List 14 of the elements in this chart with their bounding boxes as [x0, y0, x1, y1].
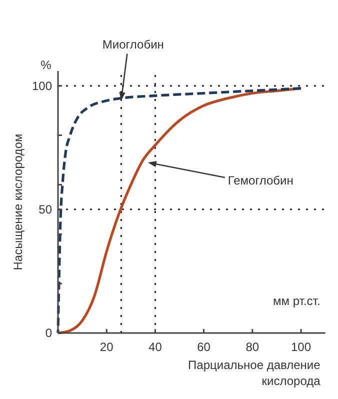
x-axis-title: Парциальное давление кислорода [188, 358, 321, 388]
annotation: Миоглобин [102, 38, 164, 52]
x-tick-label: 60 [197, 340, 211, 354]
x-tick-label: 20 [100, 340, 114, 354]
x-tick-label: 100 [290, 340, 312, 354]
y-tick-label: 0 [45, 326, 52, 340]
text: % [40, 58, 52, 72]
x-tick-label: 40 [148, 340, 162, 354]
y-tick-label: 50 [38, 202, 52, 216]
annotation: мм рт.ст. [273, 294, 320, 308]
x-tick-label: 80 [246, 340, 260, 354]
y-axis-title: Насыщение кислородом [11, 134, 25, 270]
annotation: Гемоглобин [228, 173, 294, 188]
y-tick-label: 100 [32, 78, 52, 93]
